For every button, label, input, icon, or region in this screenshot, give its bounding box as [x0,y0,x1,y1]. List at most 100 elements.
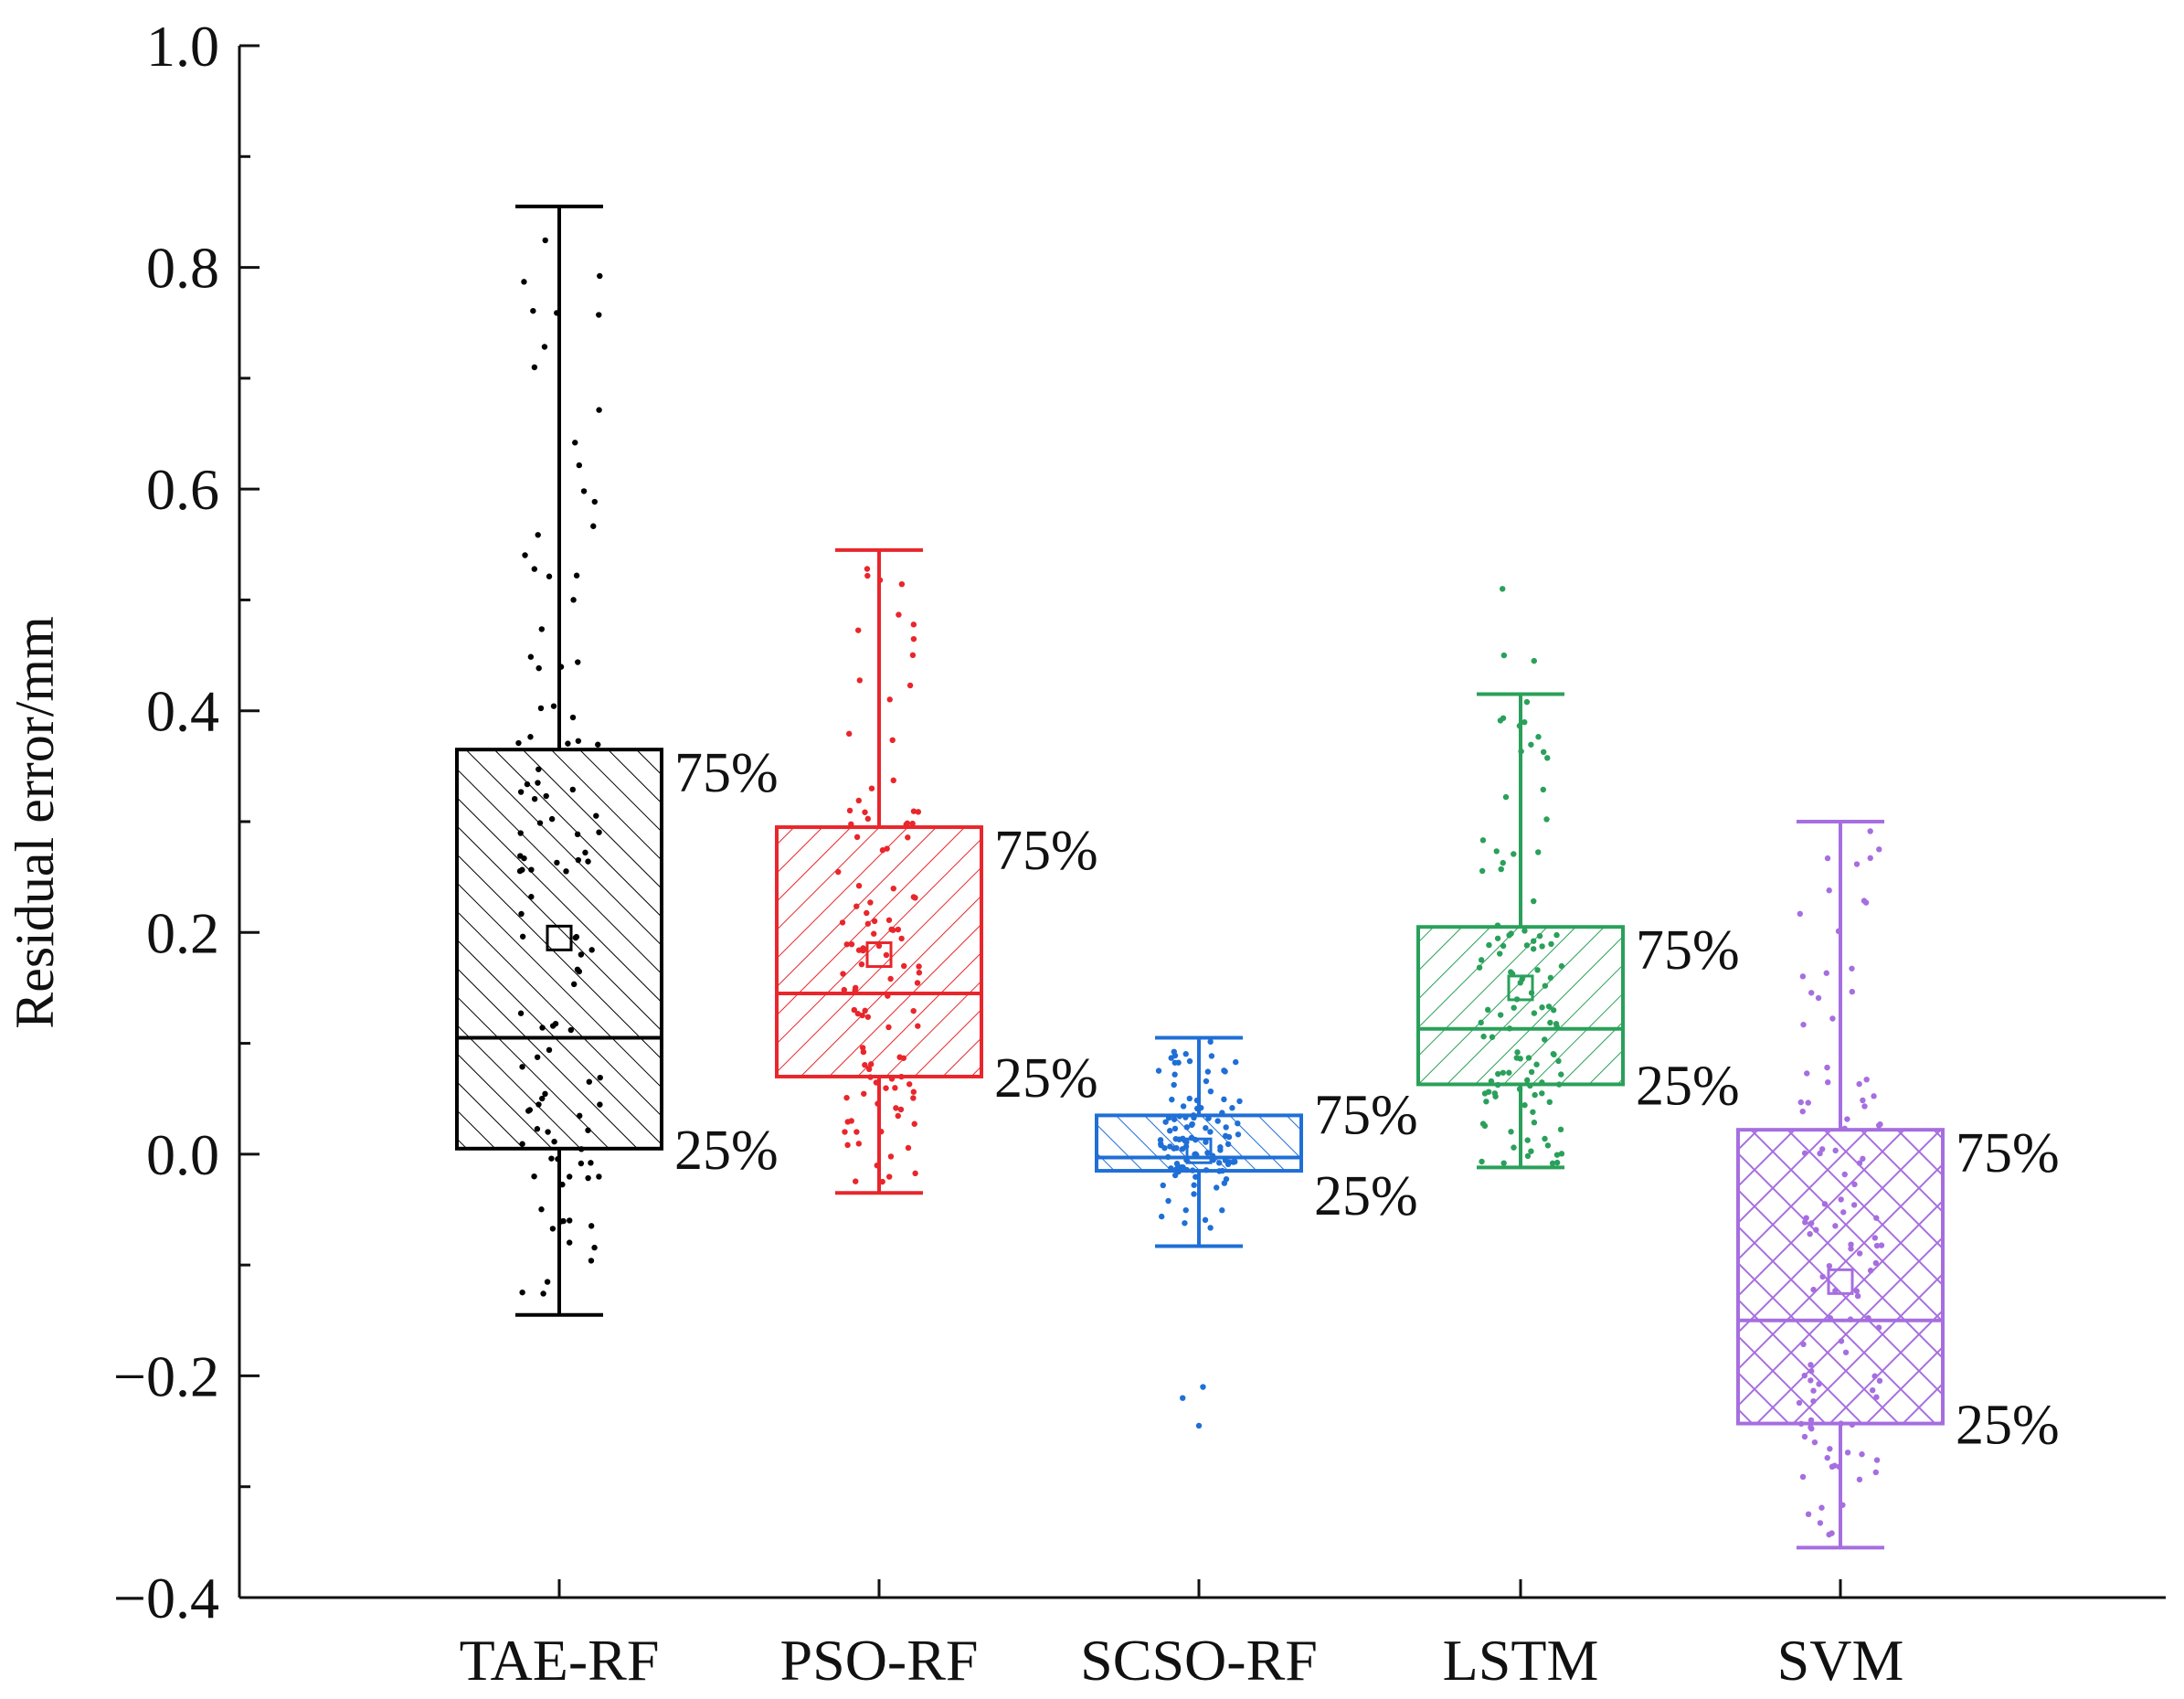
data-point [1871,1235,1879,1241]
data-point [1545,1003,1553,1010]
data-point [1800,1341,1807,1348]
data-point [1172,1172,1179,1179]
data-point [1540,749,1547,756]
data-point [1494,922,1501,929]
data-point [1867,828,1873,834]
data-point [1827,1315,1834,1322]
data-point [1805,1099,1811,1106]
data-point [1176,1136,1182,1142]
data-point [578,1146,585,1152]
y-tick-label: 1.0 [146,14,219,79]
data-point [1521,928,1528,934]
data-point [906,682,914,689]
data-point [1179,1145,1186,1152]
data-point [1481,1122,1489,1130]
data-point [855,1141,863,1147]
data-point [1516,1086,1523,1092]
data-point [1497,1012,1504,1018]
data-point [1829,1015,1836,1022]
data-point [1815,994,1822,1002]
data-point [914,980,921,986]
data-point [557,664,565,670]
outlier-point [1531,657,1537,664]
data-point [554,310,560,316]
data-point [887,1153,895,1160]
data-point [855,797,862,804]
data-point [1818,1504,1825,1511]
mean-marker [1827,1268,1854,1295]
outlier-point [1200,1384,1206,1390]
data-point [910,635,917,642]
data-point [1524,1137,1531,1143]
data-point [1208,1053,1215,1059]
data-point [595,741,601,748]
data-point [551,1138,557,1145]
data-point [915,809,922,815]
data-point [864,920,872,927]
data-point [1523,942,1531,949]
data-point [856,677,863,684]
data-point [1848,1246,1854,1252]
data-point [862,1062,868,1068]
data-point [597,272,603,280]
data-point [545,1129,551,1135]
data-point [1483,1099,1490,1105]
data-point [842,1129,848,1135]
data-point [910,1007,917,1014]
data-point [1816,1381,1822,1387]
data-point [873,1079,880,1086]
data-point [554,859,560,866]
data-point [1807,1230,1813,1237]
data-point [839,919,846,926]
data-point [537,705,545,712]
data-point [519,1064,525,1070]
q3-label: 75% [1956,1122,2060,1184]
data-point [855,882,863,889]
data-point [848,941,855,948]
data-point [1530,946,1537,952]
data-point [885,1024,892,1031]
data-point [593,812,599,819]
data-point [1164,1153,1172,1161]
data-point [550,703,557,709]
data-point [578,1160,585,1167]
data-point [1533,1061,1540,1067]
data-point [1849,1421,1856,1428]
data-point [559,1181,566,1188]
data-point [1500,859,1506,866]
data-point [1859,1451,1865,1458]
data-point [1856,1250,1863,1257]
data-point [885,993,891,999]
data-point [1865,1314,1871,1322]
data-point [1495,1070,1501,1078]
data-point [1808,1368,1815,1375]
category-label: TAE-RF [460,1628,660,1693]
data-point [1525,1055,1532,1061]
data-point [531,364,538,371]
data-point [1203,1078,1210,1085]
data-point [596,1173,602,1180]
data-point [898,1073,905,1080]
data-point [885,917,893,923]
data-point [1831,1462,1838,1469]
data-point [860,1048,867,1056]
data-point [1500,942,1507,950]
data-point [1801,1433,1808,1440]
data-point [853,1178,859,1184]
data-point [1862,899,1870,906]
data-point [1797,1420,1805,1428]
data-point [848,821,854,828]
data-point [582,849,588,856]
data-point [859,1012,865,1019]
data-point [868,785,875,791]
outlier-point [1500,652,1508,659]
data-point [1229,1105,1235,1111]
data-point [1193,1097,1201,1104]
data-point [588,1223,595,1229]
data-point [1849,988,1856,995]
data-point [1158,1141,1164,1147]
data-point [1513,1055,1520,1061]
data-point [1539,1079,1545,1086]
data-point [577,1112,583,1120]
data-point [1826,887,1832,894]
